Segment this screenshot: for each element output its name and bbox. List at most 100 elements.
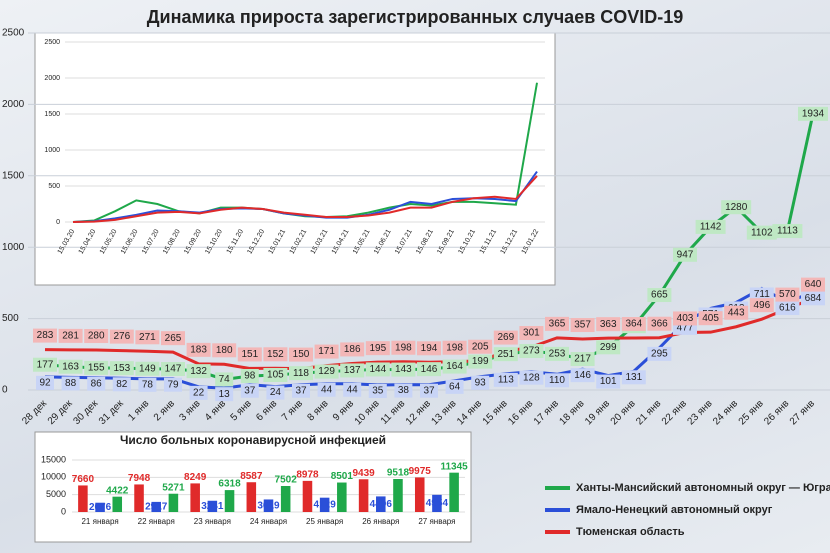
- bar: [207, 500, 218, 512]
- bar: [190, 483, 200, 512]
- data-label: 8249: [184, 472, 207, 483]
- data-label: 155: [88, 363, 105, 374]
- label-box: [420, 383, 438, 398]
- x-tick-label: 29 дек: [46, 398, 75, 427]
- data-label: 149: [139, 363, 156, 374]
- data-label: 364: [625, 319, 642, 330]
- label-box: [109, 361, 134, 376]
- series-line: [44, 297, 814, 371]
- data-label: 38: [398, 385, 410, 396]
- data-label: 35: [372, 386, 384, 397]
- data-label: 4422: [106, 485, 129, 496]
- data-label: 186: [344, 344, 361, 355]
- data-label: 9975: [409, 466, 432, 477]
- data-label: 711: [754, 289, 770, 300]
- y-tick-label: 15000: [41, 454, 66, 464]
- label-box: [58, 359, 83, 374]
- label-box: [84, 360, 109, 375]
- legend-label: Тюменская область: [576, 526, 685, 538]
- bar: [319, 497, 330, 512]
- label-box: [289, 366, 313, 381]
- data-label: 405: [702, 313, 719, 324]
- data-label: 194: [421, 343, 438, 354]
- label-box: [314, 364, 339, 379]
- label-box: [647, 346, 672, 361]
- x-tick-label: 30 дек: [71, 398, 100, 427]
- label-box: [442, 340, 467, 355]
- data-label: 37: [295, 385, 307, 396]
- data-label: 163: [62, 361, 79, 372]
- data-label: 180: [216, 345, 233, 356]
- label-box: [164, 377, 182, 392]
- label-box: [135, 330, 160, 345]
- label-box: [798, 106, 828, 121]
- data-label: 144: [369, 364, 386, 375]
- x-tick-label: 5 янв: [229, 398, 254, 423]
- x-tick-label: 20 янв: [609, 398, 638, 427]
- data-label: 8978: [296, 470, 319, 481]
- label-box: [84, 329, 109, 344]
- data-label: 2676: [89, 502, 112, 513]
- x-tick-label: 26 янв: [762, 398, 791, 427]
- data-label: 150: [293, 349, 310, 360]
- data-label: 146: [574, 370, 591, 381]
- label-box: [647, 288, 672, 303]
- label-box: [212, 343, 237, 358]
- data-label: 271: [139, 332, 156, 343]
- data-label: 251: [497, 349, 514, 360]
- label-box: [775, 301, 800, 316]
- label-box: [721, 200, 752, 215]
- data-label: 1280: [725, 202, 748, 213]
- label-box: [519, 344, 544, 359]
- data-label: 118: [293, 368, 309, 379]
- data-label: 137: [344, 365, 361, 376]
- data-label: 82: [116, 379, 128, 390]
- data-label: 113: [498, 375, 514, 386]
- data-label: 11345: [440, 461, 468, 472]
- x-tick-label: 24 янв: [711, 398, 740, 427]
- label-box: [36, 375, 54, 390]
- label-box: [545, 316, 569, 331]
- data-label: 13: [219, 389, 231, 400]
- label-box: [647, 316, 672, 331]
- data-label: 88: [65, 378, 77, 389]
- label-box: [746, 225, 777, 240]
- data-label: 64: [449, 382, 461, 393]
- legend-label: Ханты-Мансийский автономный округ — Югра: [576, 482, 830, 494]
- data-label: 265: [165, 333, 182, 344]
- label-box: [519, 326, 544, 341]
- x-tick-label: 18 янв: [557, 398, 586, 427]
- label-box: [215, 372, 234, 387]
- label-box: [186, 364, 211, 379]
- y-tick-label: 10000: [41, 472, 66, 482]
- bar: [263, 499, 274, 512]
- bar: [151, 501, 161, 512]
- x-tick-label: 8 янв: [305, 398, 330, 423]
- label-box: [445, 379, 464, 394]
- data-label: 403: [677, 313, 694, 324]
- data-label: 147: [165, 364, 182, 375]
- label-box: [570, 352, 595, 367]
- y-tick-label: 1000: [2, 242, 25, 253]
- x-tick-label: 2 янв: [152, 398, 177, 423]
- x-tick-label: 10 янв: [353, 398, 382, 427]
- x-tick-label: 21 января: [81, 517, 118, 526]
- label-box: [135, 361, 160, 376]
- data-label: 283: [37, 330, 54, 341]
- data-label: 164: [446, 361, 463, 372]
- data-label: 24: [270, 387, 282, 398]
- label-box: [801, 291, 825, 306]
- y-tick-label: 0: [61, 506, 66, 516]
- label-box: [61, 376, 80, 391]
- y-tick-label: 1500: [44, 111, 60, 118]
- y-tick-label: 500: [48, 183, 60, 190]
- x-tick-label: 25 янв: [737, 398, 766, 427]
- label-box: [698, 311, 723, 326]
- data-label: 153: [113, 363, 130, 374]
- label-box: [186, 342, 211, 357]
- label-box: [391, 340, 416, 355]
- data-label: 7948: [128, 473, 151, 484]
- data-label: 9518: [387, 468, 410, 479]
- label-box: [289, 347, 313, 362]
- data-label: 1113: [777, 226, 798, 237]
